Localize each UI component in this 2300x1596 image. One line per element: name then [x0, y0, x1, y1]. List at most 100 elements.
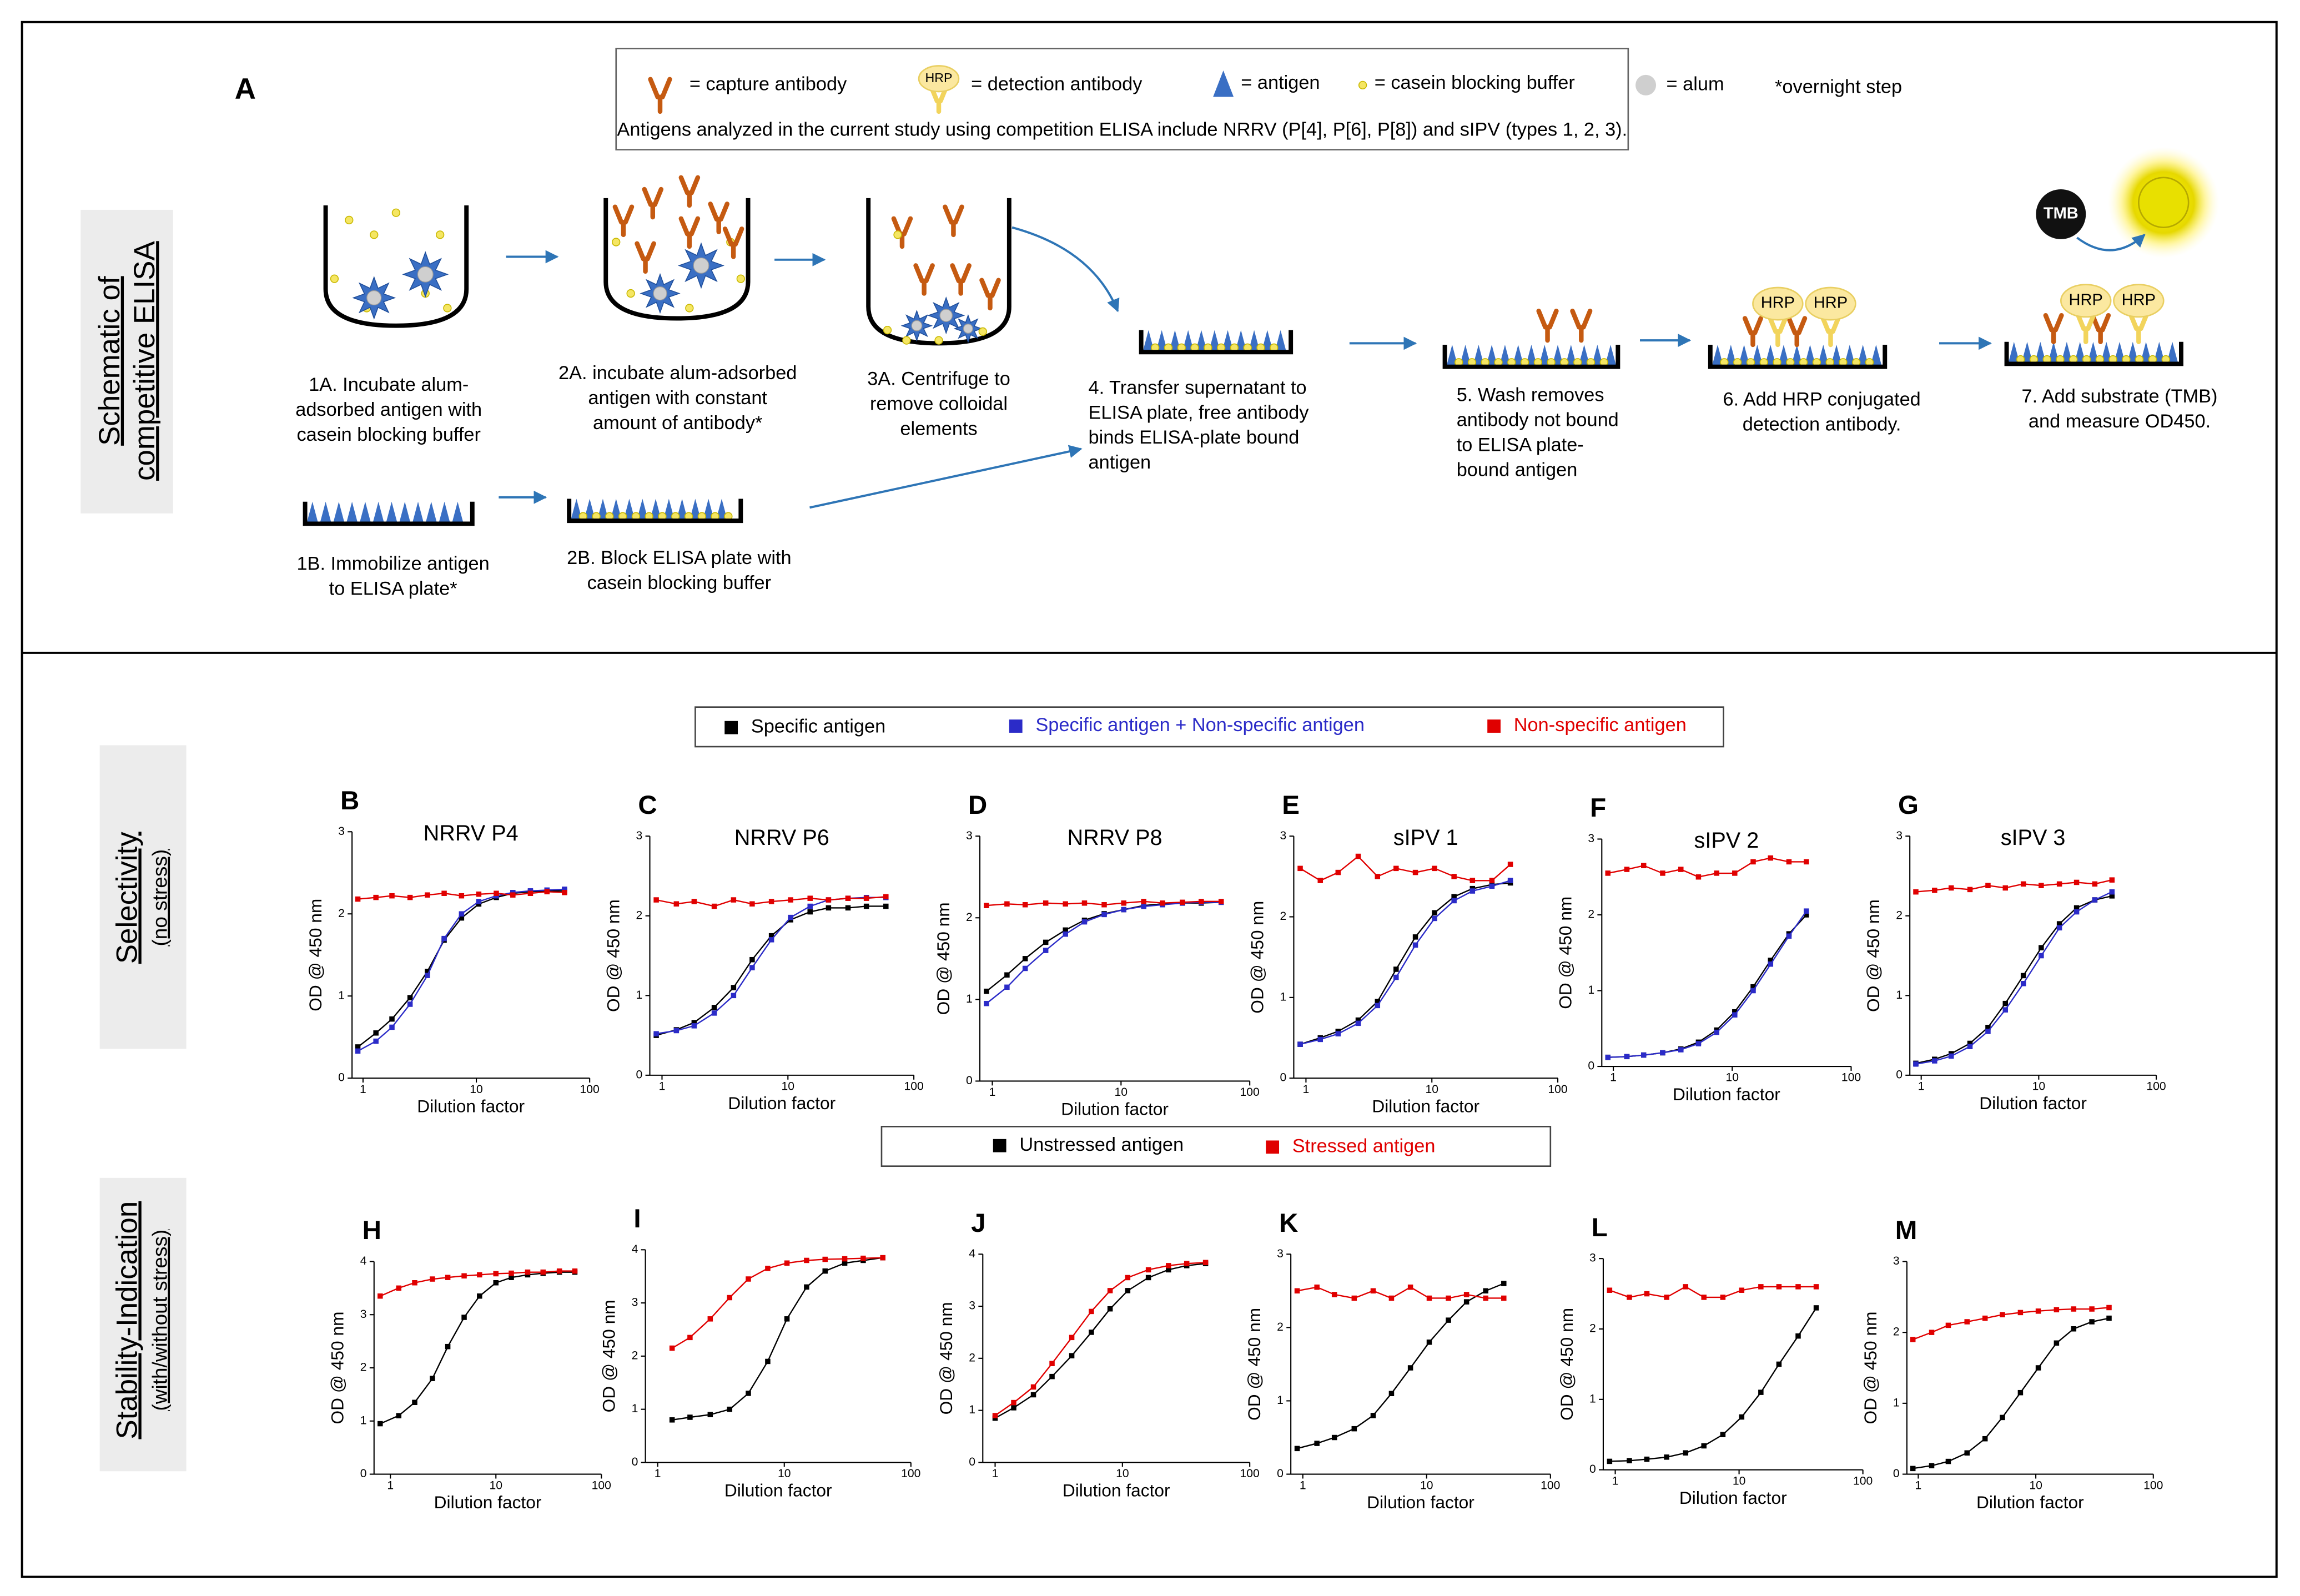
fit-line [1915, 891, 2112, 1065]
data-point [863, 895, 869, 901]
data-point [1069, 1353, 1075, 1358]
data-point [1030, 1392, 1036, 1398]
data-point [749, 901, 755, 907]
y-tick-label: 1 [1280, 990, 1286, 1003]
data-point [822, 1268, 828, 1274]
blocking-buffer-dot [345, 215, 354, 225]
key-label: *overnight step [1775, 77, 1902, 98]
data-point [807, 895, 813, 901]
data-point [441, 935, 447, 942]
data-point [1701, 1443, 1707, 1449]
x-tick-label: 1 [1300, 1479, 1306, 1492]
data-point [1644, 1456, 1650, 1462]
chart-letter: B [340, 786, 359, 815]
x-tick-label: 10 [1733, 1474, 1746, 1487]
data-point [788, 897, 793, 903]
data-point [1683, 1284, 1689, 1290]
data-point [1795, 1333, 1801, 1339]
blocking-buffer-dot [330, 274, 339, 283]
antibody [648, 77, 672, 114]
data-point [2106, 1305, 2112, 1311]
data-point [1145, 1275, 1151, 1281]
data-point [396, 1285, 402, 1291]
data-point [556, 1268, 562, 1274]
antibody [1570, 309, 1593, 343]
data-point [1813, 1284, 1819, 1290]
legend-label: Non-specific antigen [1514, 714, 1687, 736]
data-point [1929, 1463, 1935, 1468]
antibody [722, 226, 744, 259]
arrow [2076, 234, 2146, 251]
hrp-label: HRP [925, 71, 952, 85]
data-point [1624, 1054, 1630, 1060]
data-point [1732, 1012, 1738, 1018]
data-point [691, 1020, 697, 1025]
y-axis-label: OD @ 450 nm [599, 1300, 619, 1412]
data-point [1081, 919, 1088, 925]
step-caption: 1B. Immobilize antigen [296, 553, 489, 574]
antibody [635, 241, 656, 274]
fit-line [1608, 910, 1807, 1058]
data-point [1945, 1458, 1951, 1464]
data-point [822, 1256, 828, 1262]
plate [1708, 345, 1888, 369]
data-point [746, 1391, 751, 1396]
data-point [2089, 1306, 2095, 1312]
data-point [1750, 859, 1756, 865]
data-point [1964, 1450, 1970, 1456]
data-point [1314, 1284, 1320, 1290]
data-point [788, 914, 793, 920]
y-axis-label: OD @ 450 nm [1244, 1308, 1264, 1421]
hrp-label: HRP [1761, 294, 1795, 312]
data-point [1913, 889, 1919, 895]
data-point [984, 1000, 989, 1006]
x-axis-label: Dilution factor [417, 1096, 525, 1116]
antibody [943, 204, 964, 238]
y-tick-label: 1 [632, 1402, 638, 1415]
fit-line [994, 1262, 1206, 1419]
data-point [1063, 927, 1068, 933]
data-point [2020, 973, 2026, 979]
step-caption: to ELISA plate- [1457, 434, 1584, 455]
data-point [1121, 907, 1126, 913]
plate-antigen [346, 501, 358, 524]
y-axis-label: OD @ 450 nm [936, 1302, 956, 1414]
data-point [1945, 1322, 1951, 1328]
data-point [1451, 894, 1457, 899]
data-point [373, 894, 379, 900]
legend-box [880, 1126, 1552, 1167]
data-point [1664, 1295, 1669, 1300]
chart-letter: L [1592, 1213, 1608, 1242]
y-tick-label: 2 [1277, 1321, 1284, 1333]
y-tick-label: 0 [1277, 1467, 1284, 1480]
chart-letter: F [1590, 793, 1606, 823]
alum [417, 266, 434, 283]
data-point [396, 1413, 402, 1418]
key-box [615, 48, 1629, 150]
data-point [572, 1268, 578, 1274]
data-point [562, 890, 567, 895]
data-point [1030, 1384, 1036, 1390]
data-point [1714, 1029, 1720, 1035]
fit-line [1300, 855, 1511, 882]
y-tick-label: 1 [969, 1403, 975, 1416]
antibody [612, 204, 635, 238]
data-point [355, 1044, 361, 1050]
data-point [1967, 1044, 1973, 1049]
data-point [1732, 870, 1738, 876]
legend-swatch [993, 1139, 1006, 1152]
x-tick-label: 10 [1726, 1071, 1739, 1084]
y-tick-label: 4 [632, 1243, 638, 1256]
y-tick-label: 1 [636, 989, 643, 1001]
data-point [509, 1270, 514, 1276]
data-point [461, 1273, 467, 1279]
x-tick-label: 1 [360, 1083, 366, 1096]
step-caption: binds ELISA-plate bound [1089, 427, 1300, 448]
data-point [1683, 1450, 1689, 1456]
blocking-buffer-dot [893, 230, 902, 239]
x-tick-label: 100 [1541, 1479, 1560, 1492]
key-label: = casein blocking buffer [1375, 72, 1575, 93]
data-point [784, 1260, 790, 1266]
legend-box [694, 706, 1724, 748]
data-point [1948, 885, 1954, 891]
